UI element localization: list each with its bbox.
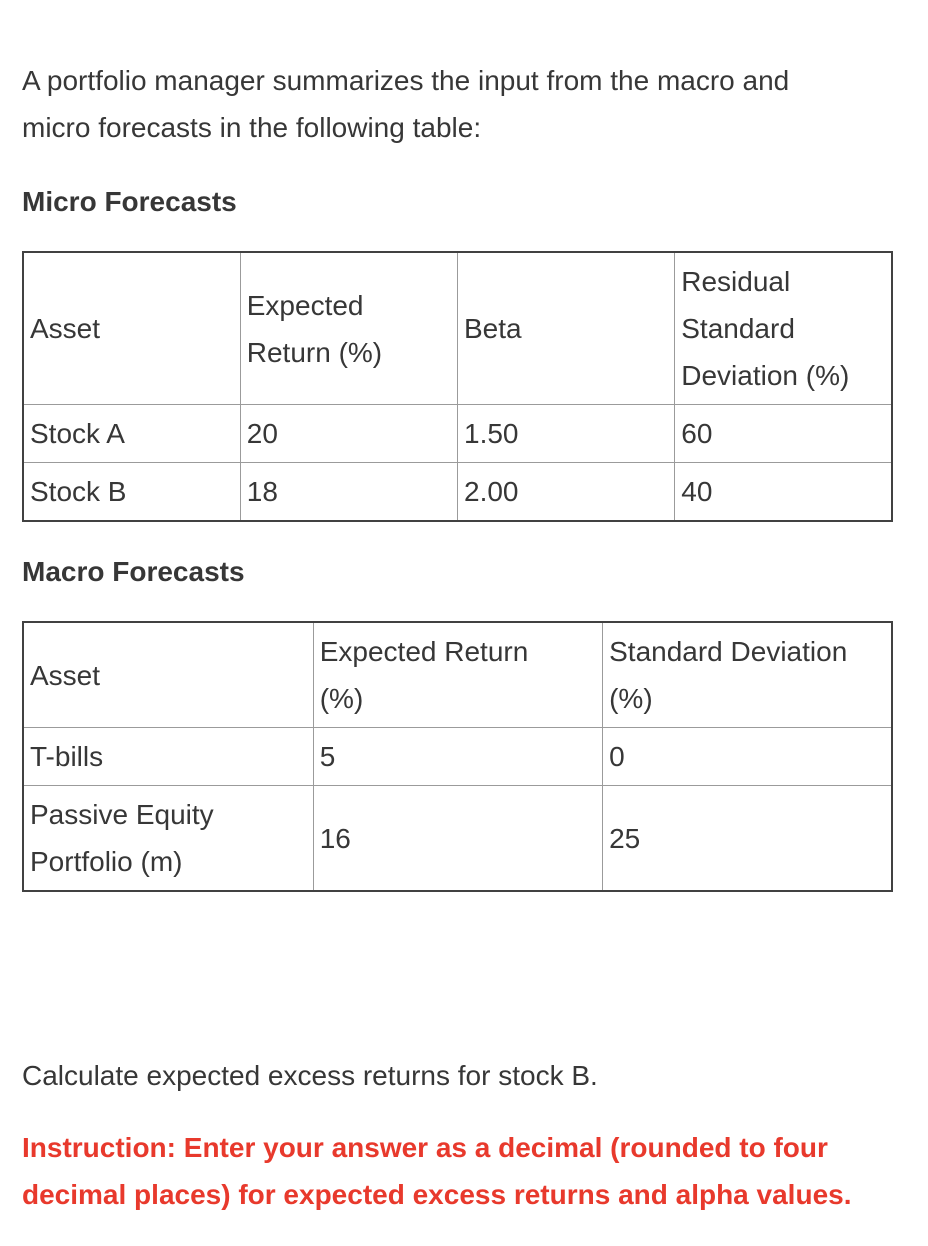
macro-header-row: Asset Expected Return (%) Standard Devia… xyxy=(22,621,893,728)
macro-forecasts-table: Asset Expected Return (%) Standard Devia… xyxy=(22,621,893,892)
micro-stock-b-asset: Stock B xyxy=(22,462,241,522)
intro-paragraph: A portfolio manager summarizes the input… xyxy=(22,65,790,143)
macro-header-expected-return: Expected Return (%) xyxy=(312,621,604,728)
macro-passive-equity-asset: Passive Equity Portfolio (m) xyxy=(22,785,314,892)
macro-forecasts-heading: Macro Forecasts xyxy=(22,556,245,587)
macro-tbills-expected-return: 5 xyxy=(312,727,604,786)
macro-passive-equity-expected-return: 16 xyxy=(312,785,604,892)
micro-header-asset: Asset xyxy=(22,251,241,405)
micro-stock-b-residual-std-dev: 40 xyxy=(674,462,893,522)
macro-header-std-dev: Standard Deviation (%) xyxy=(602,621,893,728)
micro-stock-a-residual-std-dev: 60 xyxy=(674,404,893,463)
micro-stock-b-expected-return: 18 xyxy=(239,462,459,522)
question-content: A portfolio manager summarizes the input… xyxy=(22,65,893,1210)
question-text: Calculate expected excess returns for st… xyxy=(22,1060,598,1091)
micro-header-expected-return: Expected Return (%) xyxy=(239,251,459,405)
micro-stock-a-beta: 1.50 xyxy=(456,404,676,463)
micro-stock-b-beta: 2.00 xyxy=(456,462,676,522)
micro-header-row: Asset Expected Return (%) Beta Residual … xyxy=(22,251,893,405)
macro-row-passive-equity: Passive Equity Portfolio (m) 16 25 xyxy=(22,785,893,892)
micro-forecasts-heading: Micro Forecasts xyxy=(22,186,237,217)
macro-passive-equity-std-dev: 25 xyxy=(602,785,893,892)
instruction-text: Instruction: Enter your answer as a deci… xyxy=(22,1132,852,1210)
micro-stock-a-asset: Stock A xyxy=(22,404,241,463)
micro-header-beta: Beta xyxy=(456,251,676,405)
micro-row-stock-a: Stock A 20 1.50 60 xyxy=(22,404,893,463)
micro-forecasts-table: Asset Expected Return (%) Beta Residual … xyxy=(22,251,893,522)
macro-tbills-std-dev: 0 xyxy=(602,727,893,786)
macro-header-asset: Asset xyxy=(22,621,314,728)
macro-row-tbills: T-bills 5 0 xyxy=(22,727,893,786)
micro-row-stock-b: Stock B 18 2.00 40 xyxy=(22,462,893,522)
micro-stock-a-expected-return: 20 xyxy=(239,404,459,463)
micro-header-residual-std-dev: Residual Standard Deviation (%) xyxy=(674,251,893,405)
macro-tbills-asset: T-bills xyxy=(22,727,314,786)
